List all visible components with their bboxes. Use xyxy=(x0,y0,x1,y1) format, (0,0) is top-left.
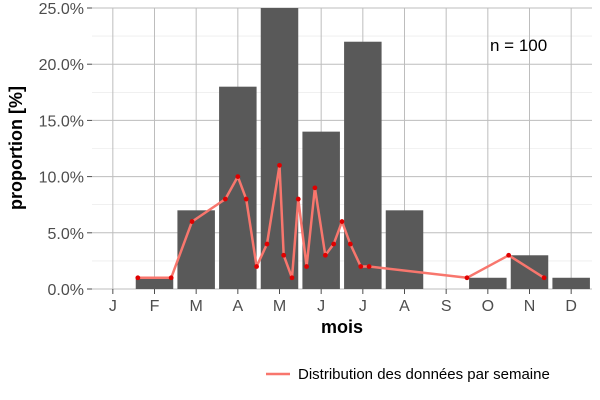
x-tick-label: D xyxy=(565,298,577,315)
x-tick-label: N xyxy=(524,298,536,315)
x-tick-label: J xyxy=(359,298,367,315)
data-point xyxy=(254,264,259,269)
data-point xyxy=(281,252,287,258)
y-tick-label: 25.0% xyxy=(39,1,84,18)
sample-size-annotation: n = 100 xyxy=(490,36,547,55)
bar xyxy=(469,277,507,289)
data-point xyxy=(358,264,364,269)
data-point xyxy=(235,174,241,180)
data-point xyxy=(243,196,249,202)
x-tick-label: A xyxy=(232,298,243,315)
data-point xyxy=(464,275,470,281)
data-point xyxy=(331,241,337,247)
x-tick-label: M xyxy=(190,298,203,315)
data-point xyxy=(312,185,318,191)
bar xyxy=(177,210,215,289)
x-tick-label: F xyxy=(150,298,160,315)
bar xyxy=(302,131,340,289)
x-tick-label: J xyxy=(109,298,117,315)
y-tick-label: 10.0% xyxy=(39,170,84,187)
data-point xyxy=(289,275,295,281)
x-tick-label: M xyxy=(273,298,286,315)
x-axis-title: mois xyxy=(321,317,363,337)
legend-label: Distribution des données par semaine xyxy=(298,366,550,383)
y-tick-label: 0.0% xyxy=(48,282,84,299)
y-tick-label: 5.0% xyxy=(48,226,84,243)
data-point xyxy=(222,196,228,202)
weekly-distribution-line xyxy=(135,162,547,281)
data-point xyxy=(135,275,141,281)
y-axis-ticks: 0.0% 5.0% 10.0% 15.0% 20.0% 25.0% xyxy=(39,1,92,299)
bar xyxy=(552,277,590,289)
data-point xyxy=(541,275,547,281)
data-point xyxy=(264,241,270,247)
data-point xyxy=(366,264,372,269)
y-axis-title: proportion [%] xyxy=(6,86,26,210)
data-point xyxy=(189,219,195,224)
data-point xyxy=(277,162,282,168)
bar xyxy=(385,210,424,289)
data-point xyxy=(168,275,174,281)
x-tick-label: A xyxy=(399,298,410,315)
bars xyxy=(135,8,590,290)
y-tick-label: 20.0% xyxy=(39,57,84,74)
data-point xyxy=(506,252,512,258)
data-point xyxy=(322,252,328,258)
bar xyxy=(135,277,174,289)
x-tick-label: J xyxy=(317,298,325,315)
data-point xyxy=(347,241,353,247)
x-tick-label: O xyxy=(482,298,494,315)
bar xyxy=(219,86,257,290)
legend: Distribution des données par semaine xyxy=(266,366,550,383)
y-tick-label: 15.0% xyxy=(39,113,84,130)
data-point xyxy=(295,196,301,202)
data-point xyxy=(339,219,345,224)
data-point xyxy=(304,264,309,269)
bar xyxy=(344,41,382,289)
x-tick-label: S xyxy=(441,298,452,315)
